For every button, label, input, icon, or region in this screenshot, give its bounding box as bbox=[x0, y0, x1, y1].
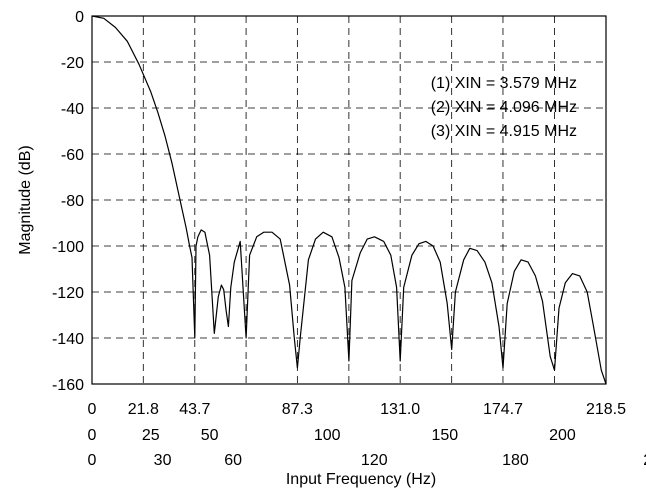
y-tick-label: 0 bbox=[75, 9, 84, 26]
y-tick-label: -140 bbox=[52, 331, 84, 348]
x-tick-label: 21.8 bbox=[128, 401, 159, 418]
x-axis-title: Input Frequency (Hz) bbox=[286, 471, 436, 488]
legend-entry: (3) XIN = 4.915 MHz bbox=[431, 123, 577, 140]
x-tick-label: 0 bbox=[88, 427, 97, 444]
legend: (1) XIN = 3.579 MHz (2) XIN = 4.096 MHz (3… bbox=[431, 75, 577, 140]
y-tick-label: -40 bbox=[61, 101, 84, 118]
x-tick-label: 50 bbox=[201, 427, 219, 444]
x-tick-label: 87.3 bbox=[282, 401, 313, 418]
x-tick-labels: 0 21.8 43.7 87.3 131.0 174.7 218.5 0 25 50 100 150 2… bbox=[88, 401, 646, 469]
y-tick-label: -80 bbox=[61, 193, 84, 210]
y-tick-label: -20 bbox=[61, 55, 84, 72]
x-tick-label: 100 bbox=[314, 427, 341, 444]
x-tick-label: 60 bbox=[224, 452, 242, 469]
y-axis-title: Magnitude (dB) bbox=[17, 145, 34, 254]
x-tick-label: 180 bbox=[502, 452, 529, 469]
y-tick-label: -160 bbox=[52, 377, 84, 394]
x-tick-label: 150 bbox=[432, 427, 459, 444]
y-tick-label: -100 bbox=[52, 239, 84, 256]
x-tick-label: 43.7 bbox=[179, 401, 210, 418]
series-line bbox=[91, 15, 607, 385]
legend-entry: (2) XIN = 4.096 MHz bbox=[431, 99, 577, 116]
x-tick-label: 240 bbox=[643, 452, 646, 469]
x-tick-label: 25 bbox=[142, 427, 160, 444]
x-tick-label: 174.7 bbox=[483, 401, 523, 418]
plot-frame bbox=[91, 15, 607, 385]
grid-lines bbox=[92, 16, 606, 384]
y-tick-labels: 0 -20 -40 -60 -80 -100 -120 -140 -160 bbox=[52, 9, 84, 394]
y-tick-label: -60 bbox=[61, 147, 84, 164]
response-curve-layer bbox=[91, 15, 607, 385]
legend-entry: (1) XIN = 3.579 MHz bbox=[431, 75, 577, 92]
x-tick-label: 0 bbox=[88, 401, 97, 418]
x-tick-label: 131.0 bbox=[380, 401, 420, 418]
x-tick-label: 120 bbox=[361, 452, 388, 469]
x-tick-label: 218.5 bbox=[586, 401, 626, 418]
x-tick-label: 200 bbox=[549, 427, 576, 444]
x-tick-label: 30 bbox=[154, 452, 172, 469]
y-tick-label: -120 bbox=[52, 285, 84, 302]
x-tick-label: 0 bbox=[88, 452, 97, 469]
